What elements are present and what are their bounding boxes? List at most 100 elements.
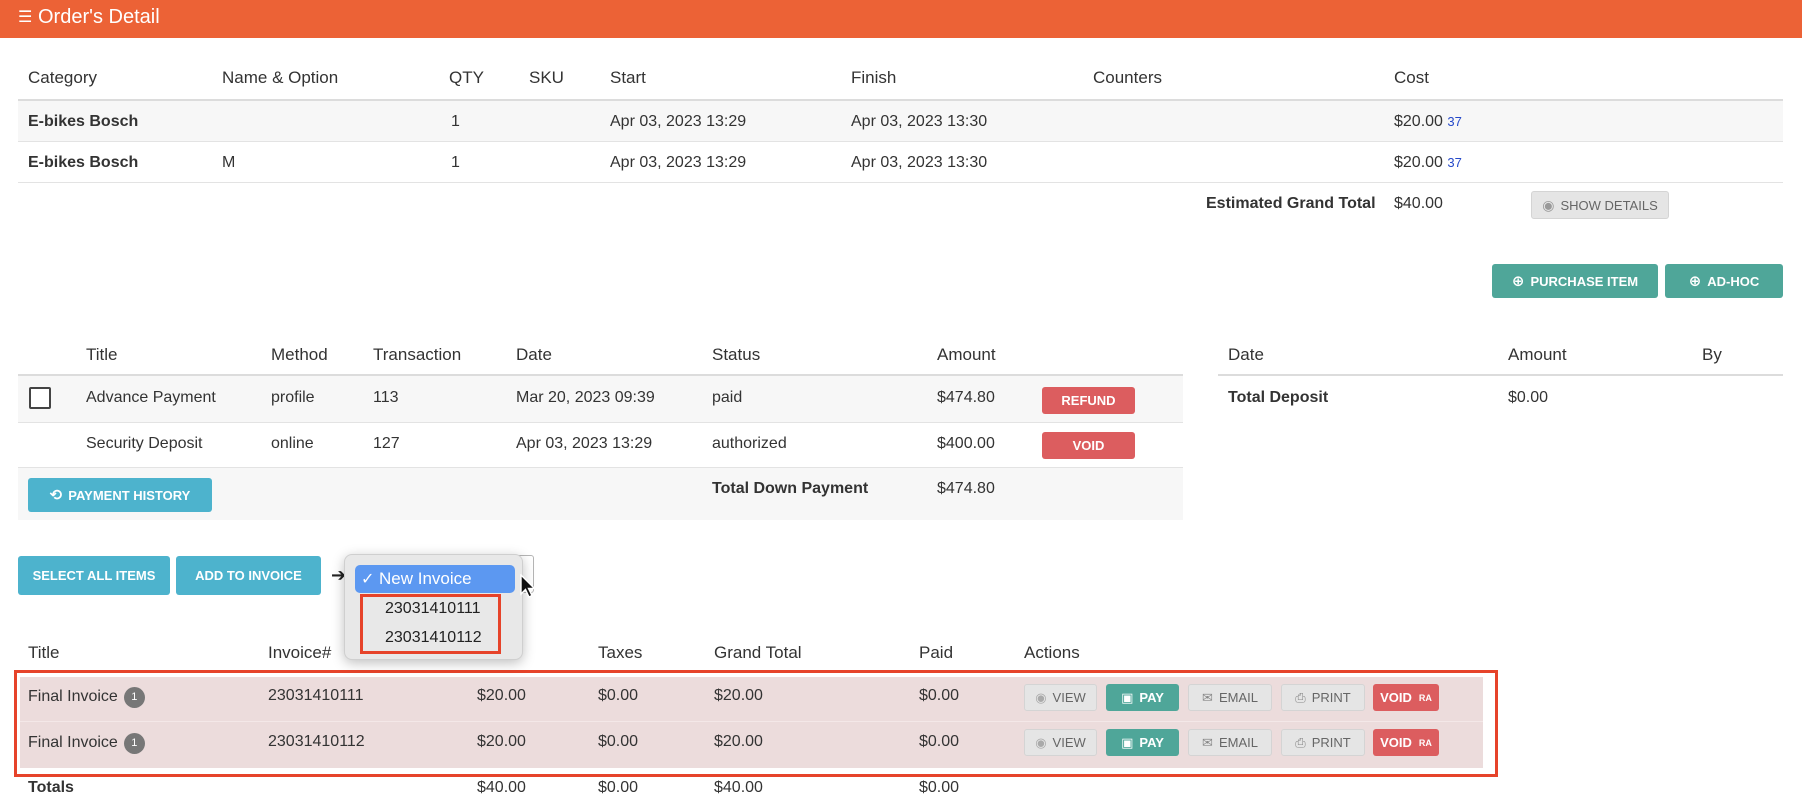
dropdown-option-invoice[interactable]: 23031410112 [385, 629, 482, 646]
void-invoice-button[interactable]: VOID RA [1373, 684, 1439, 711]
refund-button[interactable]: REFUND [1042, 387, 1135, 414]
payment-status: paid [712, 389, 743, 406]
item-start: Apr 03, 2023 13:29 [610, 113, 747, 130]
show-details-label: SHOW DETAILS [1560, 197, 1658, 213]
payment-transaction: 127 [373, 435, 400, 452]
payment-history-button[interactable]: ⟲ PAYMENT HISTORY [28, 478, 212, 512]
payments-header-divider [18, 374, 1183, 376]
ad-hoc-button[interactable]: ⊕ AD-HOC [1665, 264, 1783, 298]
invoice-grand-total: $20.00 [714, 733, 763, 750]
col-amount: Amount [937, 345, 996, 364]
col-qty: QTY [449, 68, 484, 87]
invoice-rows-highlight [14, 670, 1498, 777]
eye-icon: ◉ [1542, 196, 1555, 213]
invoice-title: Final Invoice 1 [28, 687, 145, 708]
view-invoice-button[interactable]: ◉ VIEW [1024, 684, 1097, 711]
col-method: Method [271, 345, 328, 364]
print-invoice-button[interactable]: ⎙ PRINT [1281, 729, 1365, 756]
col-status: Status [712, 345, 761, 364]
payment-method: online [271, 435, 314, 452]
row-divider [18, 422, 1183, 423]
void-ra-sup: RA [1418, 692, 1432, 703]
item-qty: 1 [451, 154, 460, 171]
pay-invoice-button[interactable]: ▣ PAY [1106, 684, 1179, 711]
item-cost-value: $20.00 [1394, 113, 1443, 130]
table-row [18, 101, 1783, 141]
void-payment-button[interactable]: VOID [1042, 432, 1135, 459]
col-taxes: Taxes [598, 643, 643, 662]
email-invoice-button[interactable]: ✉ EMAIL [1188, 684, 1272, 711]
envelope-icon: ✉ [1202, 689, 1213, 705]
totals-label: Totals [28, 779, 74, 796]
col-invoice-number: Invoice# [268, 643, 332, 662]
page-title: ☰ Order's Detail [18, 6, 160, 29]
item-finish: Apr 03, 2023 13:30 [851, 113, 988, 130]
view-invoice-button[interactable]: ◉ VIEW [1024, 729, 1097, 756]
item-category: E-bikes Bosch [28, 154, 139, 171]
money-icon: ▣ [1121, 734, 1134, 750]
grand-total-value: $40.00 [1394, 195, 1443, 212]
invoice-number: 23031410111 [268, 687, 364, 704]
print-invoice-button[interactable]: ⎙ PRINT [1281, 684, 1365, 711]
invoice-title-text: Final Invoice [28, 688, 118, 705]
purchase-item-button[interactable]: ⊕ PURCHASE ITEM [1492, 264, 1658, 298]
table-row [18, 376, 1183, 422]
col-name-option: Name & Option [222, 68, 339, 87]
invoice-taxes: $0.00 [598, 687, 639, 704]
list-icon: ☰ [18, 9, 33, 26]
item-category: E-bikes Bosch [28, 113, 139, 130]
total-deposit-value: $0.00 [1508, 389, 1549, 406]
item-cost-value: $20.00 [1394, 154, 1443, 171]
invoice-taxes: $0.00 [598, 733, 639, 750]
payments-footer-row [18, 468, 1183, 520]
dropdown-options-highlight [360, 594, 501, 654]
col-invoice-title: Title [28, 643, 60, 662]
plus-circle-icon: ⊕ [1688, 273, 1702, 290]
dropdown-option-invoice[interactable]: 23031410111 [385, 600, 481, 617]
col-category: Category [28, 68, 97, 87]
totals-taxes: $0.00 [598, 779, 639, 796]
payment-date: Mar 20, 2023 09:39 [516, 389, 655, 406]
pay-invoice-button[interactable]: ▣ PAY [1106, 729, 1179, 756]
pay-label: PAY [1139, 735, 1164, 750]
email-label: EMAIL [1218, 735, 1258, 750]
invoice-number: 23031410112 [268, 733, 365, 750]
invoice-dropdown-menu: ✓ New Invoice 23031410111 23031410112 [344, 554, 523, 660]
row-divider [18, 467, 1183, 468]
eye-icon: ◉ [1035, 689, 1047, 705]
col-deposit-date: Date [1228, 345, 1264, 364]
payment-checkbox[interactable] [29, 387, 51, 409]
view-label: VIEW [1052, 690, 1086, 705]
row-divider [18, 141, 1783, 142]
dropdown-option-new-invoice[interactable]: ✓ New Invoice [355, 565, 515, 593]
money-icon: ▣ [1121, 689, 1134, 705]
grand-total-label: Estimated Grand Total [1206, 195, 1376, 212]
view-label: VIEW [1052, 735, 1086, 750]
pay-label: PAY [1139, 690, 1164, 705]
payment-status: authorized [712, 435, 787, 452]
void-label: VOID [1380, 690, 1412, 705]
void-ra-sup: RA [1418, 737, 1432, 748]
payment-title: Security Deposit [86, 435, 203, 452]
items-header-divider [18, 99, 1783, 101]
add-to-invoice-button[interactable]: ADD TO INVOICE [176, 556, 321, 595]
invoice-subtotal: $20.00 [477, 733, 526, 750]
email-invoice-button[interactable]: ✉ EMAIL [1188, 729, 1272, 756]
col-grand-total: Grand Total [714, 643, 802, 662]
total-down-payment-label: Total Down Payment [712, 480, 869, 497]
item-cost-ref[interactable]: 37 [1447, 155, 1462, 170]
printer-icon: ⎙ [1295, 734, 1306, 750]
payment-amount: $400.00 [937, 435, 995, 452]
col-finish: Finish [851, 68, 897, 87]
totals-grand-total: $40.00 [714, 779, 763, 796]
item-cost-ref[interactable]: 37 [1447, 114, 1462, 129]
col-date: Date [516, 345, 552, 364]
item-cost: $20.00 37 [1394, 113, 1462, 131]
arrow-right-icon: ➔ [331, 565, 347, 585]
col-actions: Actions [1024, 643, 1080, 662]
select-all-items-button[interactable]: SELECT ALL ITEMS [18, 556, 170, 595]
totals-paid: $0.00 [919, 779, 960, 796]
show-details-button[interactable]: ◉ SHOW DETAILS [1531, 191, 1669, 219]
void-invoice-button[interactable]: VOID RA [1373, 729, 1439, 756]
col-paid: Paid [919, 643, 954, 662]
